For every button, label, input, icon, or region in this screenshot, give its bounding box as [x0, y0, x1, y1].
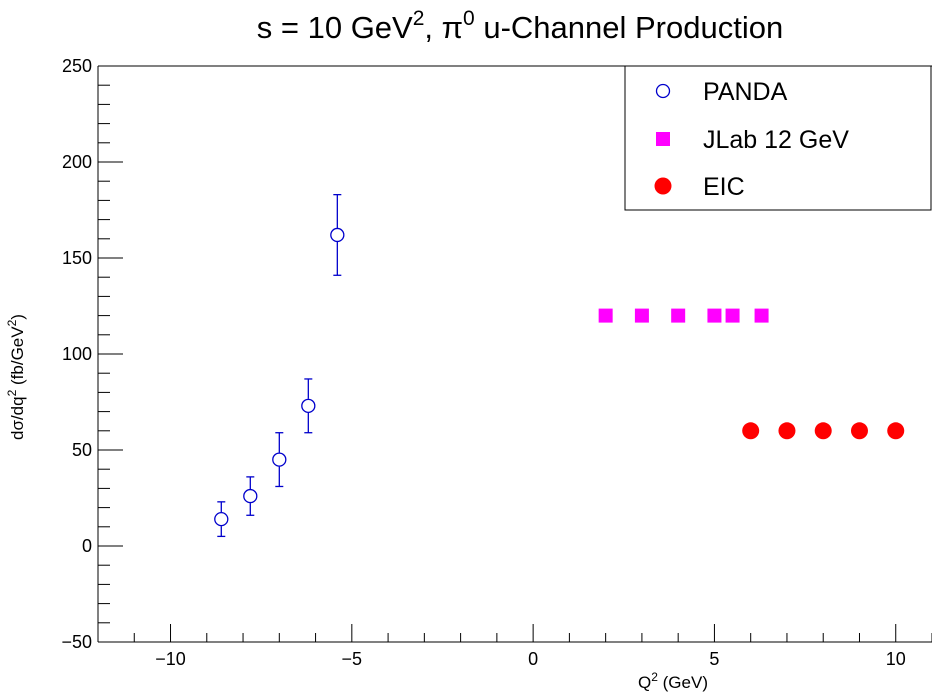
data-point: [754, 308, 769, 323]
legend-marker: [654, 177, 672, 195]
x-tick-label: −5: [342, 649, 363, 669]
y-tick-label: 100: [62, 344, 92, 364]
data-point: [671, 308, 686, 323]
legend-box: [624, 65, 932, 211]
data-point: [707, 308, 722, 323]
x-tick-label: 5: [709, 649, 719, 669]
data-point: [887, 422, 905, 440]
data-series: [214, 193, 905, 538]
legend-label: JLab 12 GeV: [703, 126, 849, 154]
legend-label: EIC: [703, 173, 745, 201]
data-point: [214, 511, 229, 527]
series-panda: [214, 193, 345, 538]
legend-marker: [656, 132, 670, 146]
y-tick-label: −50: [61, 632, 92, 652]
data-point: [243, 488, 258, 504]
legend: PANDA JLab 12 GeV EIC: [624, 65, 932, 211]
legend-label: PANDA: [703, 78, 788, 106]
data-point: [725, 308, 740, 323]
data-point: [742, 422, 760, 440]
data-point: [850, 422, 868, 440]
y-tick-label: 0: [82, 536, 92, 556]
y-tick-label: 250: [62, 56, 92, 76]
data-point: [634, 308, 649, 323]
y-tick-label: 150: [62, 248, 92, 268]
y-tick-label: 50: [72, 440, 92, 460]
x-axis-label: Q2 (GeV): [638, 670, 708, 692]
x-tick-label: 10: [886, 649, 906, 669]
x-tick-label: −10: [155, 649, 186, 669]
legend-items: PANDA JLab 12 GeV EIC: [654, 78, 849, 201]
y-axis-label: dσ/dq2 (fb/GeV2): [5, 314, 27, 440]
data-point: [272, 452, 287, 467]
data-point: [330, 227, 345, 243]
legend-marker: [655, 83, 671, 99]
data-point: [814, 422, 832, 440]
y-tick-label: 200: [62, 152, 92, 172]
data-point: [778, 422, 796, 440]
x-tick-label: 0: [528, 649, 538, 669]
data-point: [598, 308, 613, 323]
series-jlab-12-gev: [598, 308, 769, 323]
series-eic: [742, 422, 905, 440]
chart-title: s = 10 GeV2, π0 u-Channel Production: [257, 7, 783, 45]
data-point: [301, 398, 316, 413]
